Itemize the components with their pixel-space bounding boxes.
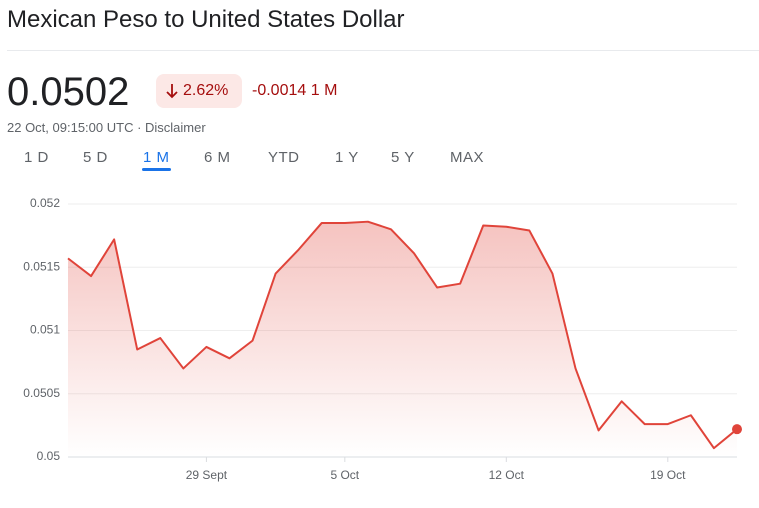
x-tick-label: 12 Oct [489, 468, 525, 482]
tab-underline [142, 168, 171, 171]
tab[interactable]: 6 M [204, 149, 231, 166]
tab[interactable]: 1 D [24, 149, 49, 166]
x-tick-label: 29 Sept [186, 468, 228, 482]
x-tick-label: 19 Oct [650, 468, 686, 482]
line [67, 220, 738, 450]
change-percent: 2.62% [183, 82, 229, 99]
down-arrow [166, 84, 178, 99]
period: 1 M [310, 82, 338, 99]
price: 0.0502 [7, 70, 130, 114]
timestamp: 22 Oct, 09:15:00 UTC · Disclaimer [7, 120, 206, 135]
change-value: -0.0014 1 M [252, 82, 337, 100]
y-tick-label: 0.052 [30, 196, 60, 210]
tab[interactable]: 1 M [143, 149, 170, 166]
y-tick-label: 0.05 [37, 449, 61, 463]
y-tick-label: 0.051 [30, 323, 60, 337]
end-dot [732, 424, 742, 435]
tab[interactable]: 5 Y [391, 149, 415, 166]
y-tick-label: 0.0515 [23, 259, 60, 273]
tab[interactable]: 5 D [83, 149, 108, 166]
title: Mexican Peso to United States Dollar [7, 6, 405, 33]
disclaimer[interactable]: Disclaimer [145, 120, 206, 135]
divider [7, 50, 759, 51]
tab[interactable]: YTD [268, 149, 300, 166]
change-badge: 2.62% [156, 74, 242, 108]
area [68, 221, 737, 457]
tab[interactable]: 1 Y [335, 149, 359, 166]
x-tick-label: 5 Oct [330, 468, 359, 482]
tab[interactable]: MAX [450, 149, 485, 166]
y-tick-label: 0.0505 [23, 386, 60, 400]
change-amount: -0.0014 [252, 82, 307, 99]
time: 22 Oct, 09:15:00 UTC [7, 120, 134, 135]
